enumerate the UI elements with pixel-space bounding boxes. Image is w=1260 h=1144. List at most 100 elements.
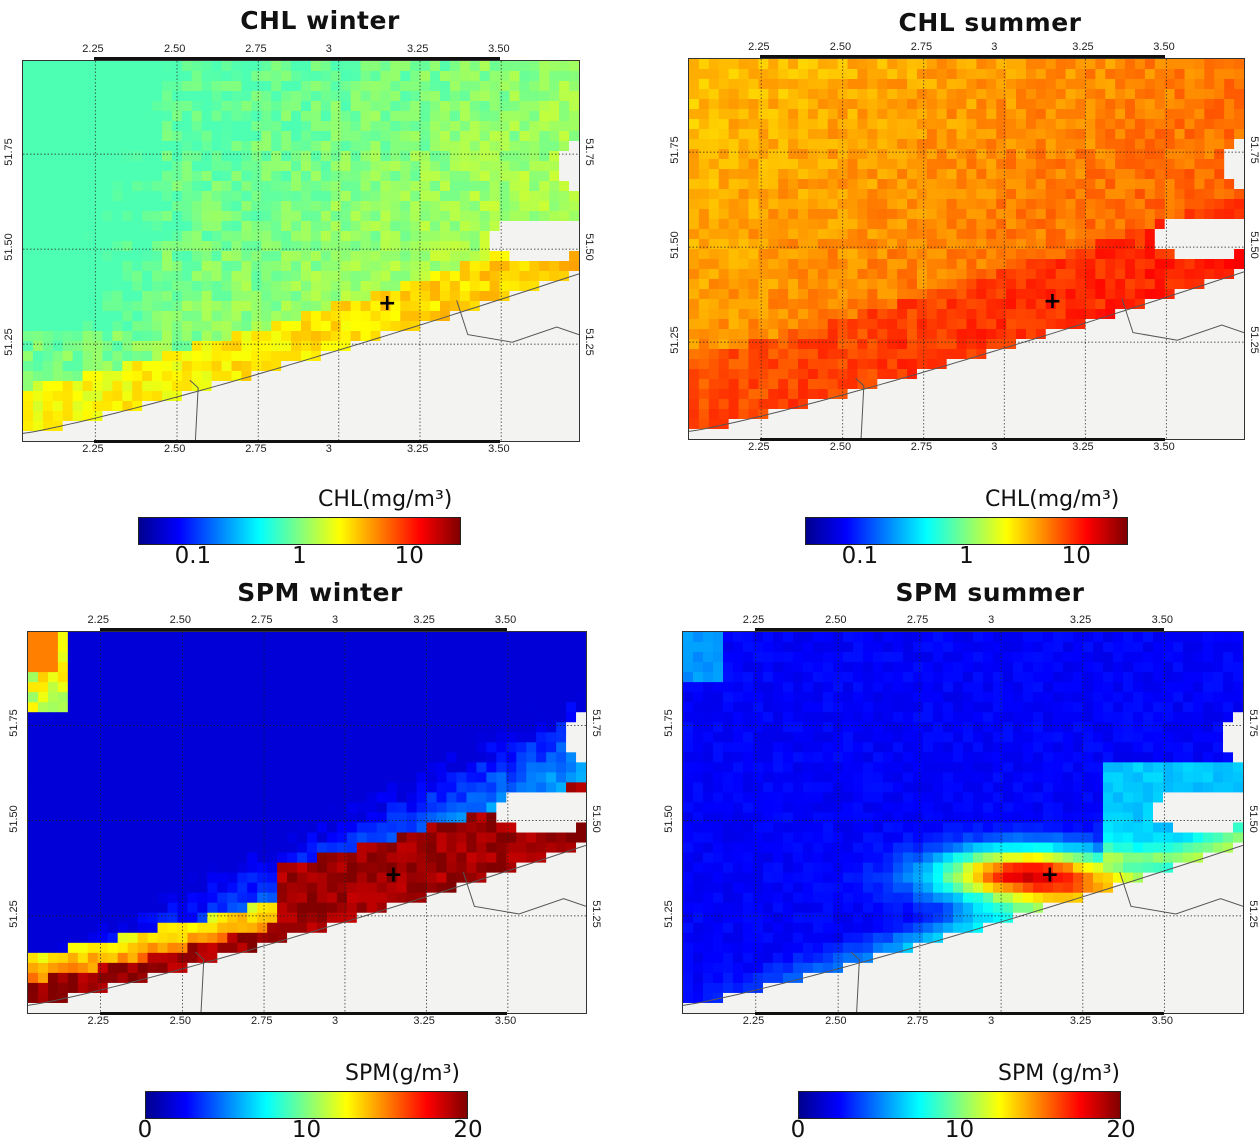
- raster-cell: [410, 311, 421, 322]
- raster-cell: [539, 341, 550, 352]
- raster-cell: [1204, 399, 1215, 410]
- raster-cell: [261, 151, 272, 162]
- raster-cell: [410, 221, 421, 232]
- raster-cell: [350, 391, 362, 402]
- raster-cell: [738, 299, 750, 310]
- raster-cell: [466, 632, 477, 643]
- raster-cell: [301, 101, 312, 112]
- raster-cell: [251, 271, 262, 282]
- raster-cell: [231, 221, 243, 232]
- raster-cell: [241, 291, 252, 302]
- raster-cell: [32, 161, 44, 172]
- raster-cell: [887, 179, 898, 190]
- raster-cell: [72, 91, 84, 102]
- raster-cell: [1234, 229, 1244, 240]
- raster-cell: [549, 231, 560, 242]
- raster-cell: [52, 331, 64, 342]
- raster-cell: [430, 301, 441, 312]
- raster-cell: [281, 131, 292, 142]
- raster-cell: [1144, 319, 1156, 330]
- raster-cell: [566, 732, 577, 743]
- raster-cell: [489, 311, 501, 322]
- raster-cell: [449, 301, 461, 312]
- raster-cell: [768, 219, 779, 230]
- raster-cell: [509, 361, 521, 372]
- raster-cell: [499, 271, 511, 282]
- raster-cell: [211, 371, 223, 382]
- raster-cell: [489, 361, 501, 372]
- raster-cell: [748, 229, 759, 240]
- raster-cell: [748, 339, 759, 350]
- raster-cell: [996, 419, 1007, 430]
- raster-cell: [1174, 369, 1186, 380]
- raster-cell: [738, 89, 750, 100]
- raster-cell: [1045, 149, 1057, 160]
- raster-cell: [261, 351, 272, 362]
- raster-cell: [237, 702, 248, 713]
- raster-cell: [946, 89, 958, 100]
- raster-cell: [87, 722, 99, 733]
- raster-cell: [92, 271, 104, 282]
- raster-cell: [798, 139, 809, 150]
- raster-cell: [758, 429, 769, 439]
- raster-cell: [430, 181, 441, 192]
- raster-cell: [469, 301, 481, 312]
- raster-cell: [1174, 109, 1186, 120]
- raster-cell: [346, 652, 358, 663]
- raster-cell: [281, 351, 292, 362]
- raster-cell: [946, 129, 958, 140]
- raster-cell: [1224, 269, 1235, 280]
- raster-cell: [1154, 379, 1166, 390]
- raster-cell: [430, 321, 441, 332]
- raster-cell: [1115, 299, 1126, 310]
- raster-cell: [1105, 409, 1116, 420]
- raster-cell: [459, 281, 471, 292]
- raster-cell: [758, 99, 769, 110]
- raster-cell: [857, 59, 868, 70]
- raster-cell: [887, 139, 898, 150]
- raster-cell: [1174, 379, 1186, 390]
- raster-cell: [1204, 259, 1215, 270]
- lon-tick-label: 2.50: [829, 441, 852, 453]
- raster-cell: [469, 141, 481, 152]
- raster-cell: [966, 309, 978, 320]
- lon-tick-label: 3: [325, 43, 332, 55]
- raster-cell: [1035, 259, 1047, 270]
- raster-cell: [336, 642, 348, 653]
- raster-cell: [986, 399, 997, 410]
- raster-cell: [499, 91, 511, 102]
- raster-cell: [1224, 109, 1235, 120]
- raster-cell: [907, 259, 918, 270]
- raster-cell: [436, 672, 448, 683]
- raster-cell: [1154, 369, 1166, 380]
- raster-cell: [897, 209, 908, 220]
- raster-cell: [356, 682, 368, 693]
- raster-cell: [340, 231, 352, 242]
- raster-cell: [708, 359, 720, 370]
- raster-cell: [1105, 139, 1116, 150]
- raster-cell: [1065, 169, 1077, 180]
- raster-cell: [72, 431, 84, 441]
- raster-cell: [162, 381, 173, 392]
- raster-cell: [827, 389, 839, 400]
- raster-cell: [1025, 389, 1037, 400]
- raster-cell: [297, 742, 308, 753]
- raster-cell: [529, 151, 540, 162]
- raster-cell: [122, 211, 133, 222]
- raster-cell: [1174, 399, 1186, 410]
- raster-cell: [287, 652, 298, 663]
- raster-cell: [32, 341, 44, 352]
- raster-cell: [112, 111, 123, 122]
- lon-tick-label: 2.25: [82, 43, 104, 55]
- raster-cell: [42, 241, 54, 252]
- raster-cell: [261, 211, 272, 222]
- raster-cell: [291, 201, 302, 212]
- raster-cell: [207, 632, 218, 643]
- raster-cell: [171, 401, 183, 412]
- raster-cell: [62, 241, 74, 252]
- raster-cell: [728, 379, 740, 390]
- raster-cell: [976, 189, 987, 200]
- raster-cell: [142, 71, 153, 82]
- raster-cell: [291, 111, 302, 122]
- raster-cell: [466, 712, 477, 723]
